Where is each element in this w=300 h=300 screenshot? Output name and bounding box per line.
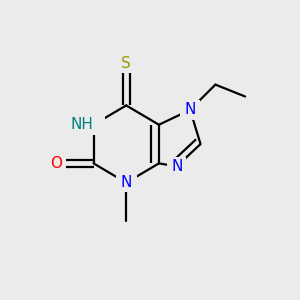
Text: O: O [50,156,62,171]
Bar [76,114,105,135]
Text: NH: NH [71,117,94,132]
Text: N: N [184,102,196,117]
Bar [47,154,66,173]
Text: N: N [121,175,132,190]
Text: N: N [171,159,182,174]
Bar [116,173,136,192]
Bar [167,157,186,176]
Text: S: S [121,56,131,71]
Bar [181,100,200,119]
Bar [117,54,136,74]
